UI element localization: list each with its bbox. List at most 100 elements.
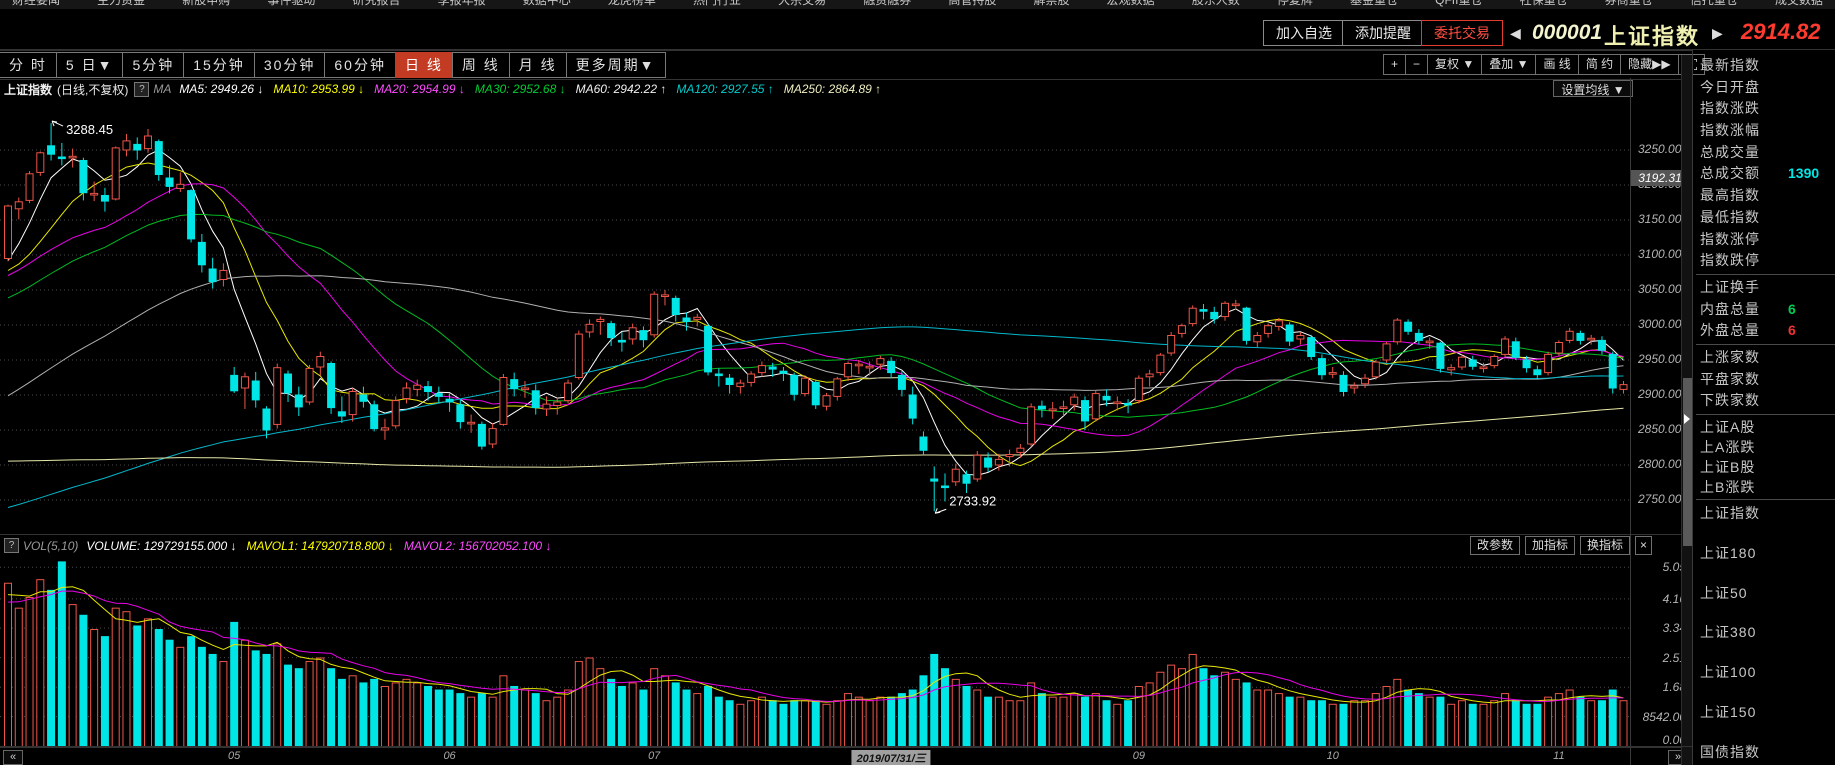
candle <box>337 396 346 423</box>
top-menu-item[interactable]: 基金重仓 <box>1350 0 1399 7</box>
period-tab-1[interactable]: 分 时 <box>0 52 57 78</box>
top-menu-item[interactable]: 股东人数 <box>1191 0 1240 7</box>
candle <box>660 290 669 306</box>
top-menu-item[interactable]: 社保重仓 <box>1519 0 1568 7</box>
top-menu-item[interactable]: 新股申购 <box>182 0 231 7</box>
top-menu-item[interactable]: QFII重仓 <box>1435 0 1483 7</box>
top-menu-item[interactable]: 季报年报 <box>437 0 486 7</box>
add-watchlist-button[interactable]: 加入自选 <box>1263 20 1345 46</box>
top-menu-item[interactable]: 成交数据 <box>1774 0 1823 7</box>
top-menu-item[interactable]: 解禁股 <box>1033 0 1070 7</box>
sidebar-row[interactable]: 上证380 <box>1700 624 1757 641</box>
candle <box>1124 399 1133 414</box>
period-tab-9[interactable]: 月 线 <box>508 52 567 78</box>
top-menu-item[interactable]: 龙虎榜单 <box>607 0 656 7</box>
top-menu-item[interactable]: 热门行业 <box>693 0 742 7</box>
volume-bar <box>865 700 874 747</box>
period-tab-2[interactable]: 5 日▼ <box>55 52 124 78</box>
top-menu-item[interactable]: 研究报告 <box>352 0 401 7</box>
chart-tool-button[interactable]: + <box>1383 54 1407 75</box>
collapse-arrow-icon[interactable] <box>1684 414 1690 424</box>
chart-tool-button[interactable]: 隐藏▶▶ <box>1620 54 1679 75</box>
period-tab-10[interactable]: 更多周期▼ <box>565 52 666 78</box>
top-menu-item[interactable]: 宏观数据 <box>1106 0 1155 7</box>
close-indicator-button[interactable]: × <box>1635 536 1653 555</box>
sidebar-row[interactable]: 指数涨跌 <box>1700 100 1760 117</box>
indicator-button[interactable]: 改参数 <box>1470 536 1521 555</box>
sidebar-row[interactable]: 指数跌停 <box>1700 252 1760 269</box>
candle <box>57 143 66 166</box>
sidebar-row[interactable]: 平盘家数 <box>1700 370 1760 387</box>
help-icon[interactable]: ? <box>4 538 19 553</box>
top-menu-item[interactable]: 融资融券 <box>863 0 912 7</box>
chart-tool-button[interactable]: 复权 ▼ <box>1427 54 1483 75</box>
candle <box>628 323 637 345</box>
sidebar-row[interactable]: 总成交量 <box>1700 143 1760 160</box>
period-tab-8[interactable]: 周 线 <box>451 52 510 78</box>
volume-chart-canvas[interactable] <box>0 557 1630 747</box>
indicator-button[interactable]: 换指标 <box>1580 536 1631 555</box>
volume-bar <box>768 700 777 747</box>
sidebar-row[interactable]: 最高指数 <box>1700 187 1760 204</box>
period-tab-4[interactable]: 15分钟 <box>183 52 255 78</box>
top-menu-item[interactable]: 券商重仓 <box>1604 0 1653 7</box>
top-menu-item[interactable]: 数据中心 <box>522 0 571 7</box>
sidebar-row[interactable]: 上证100 <box>1700 664 1757 681</box>
candle <box>154 139 163 181</box>
sidebar-row[interactable]: 今日开盘 <box>1700 78 1760 95</box>
sidebar-scrollbar[interactable] <box>1681 55 1693 765</box>
sidebar-row[interactable]: 上证50 <box>1700 584 1748 601</box>
top-menu-item[interactable]: 停复牌 <box>1276 0 1313 7</box>
sidebar-row[interactable]: 最新指数 <box>1700 57 1760 73</box>
scrollbar-thumb[interactable] <box>1683 378 1692 546</box>
sidebar-row[interactable]: 总成交额 1390 <box>1692 163 1835 185</box>
top-menu-item[interactable]: 事件驱动 <box>267 0 316 7</box>
chart-tool-button[interactable]: − <box>1405 54 1429 75</box>
price-chart-canvas[interactable]: 3288.45 2733.92 <box>0 98 1630 535</box>
candle <box>1253 332 1262 348</box>
period-tab-5[interactable]: 30分钟 <box>253 52 326 78</box>
sidebar-row[interactable]: 上A涨跌 <box>1700 439 1756 455</box>
sidebar-row[interactable]: 最低指数 <box>1700 208 1760 225</box>
top-menu-item[interactable]: 财经要闻 <box>12 0 61 7</box>
sidebar-row[interactable]: 指数涨幅 <box>1700 122 1760 139</box>
period-tab-7[interactable]: 日 线 <box>394 52 453 78</box>
sidebar-row[interactable]: 下跌家数 <box>1700 392 1760 409</box>
help-icon[interactable]: ? <box>134 81 150 97</box>
candle <box>391 396 400 429</box>
scroll-left-button[interactable]: « <box>3 750 23 765</box>
top-menu-item[interactable]: 高管持股 <box>948 0 997 7</box>
sidebar-row[interactable]: 上涨家数 <box>1700 348 1760 365</box>
next-stock-icon[interactable]: ▶ <box>1712 25 1723 41</box>
period-tab-3[interactable]: 5分钟 <box>122 52 185 78</box>
sidebar-row[interactable]: 上证指数 <box>1700 505 1760 521</box>
sidebar-row[interactable]: 外盘总量 6 <box>1692 320 1835 342</box>
candle <box>305 364 314 405</box>
sidebar-row[interactable]: 上证180 <box>1700 544 1757 561</box>
candle <box>962 470 971 493</box>
top-menu-item[interactable]: 主力资金 <box>97 0 146 7</box>
chart-tool-button[interactable]: 画 线 <box>1535 54 1579 75</box>
period-tab-6[interactable]: 60分钟 <box>324 52 396 78</box>
top-menu-item[interactable]: 大宗交易 <box>778 0 827 7</box>
chart-tool-button[interactable]: 简 约 <box>1577 54 1622 75</box>
sidebar-row[interactable]: 内盘总量 6 <box>1692 299 1835 321</box>
sidebar-row[interactable]: 上证A股 <box>1700 419 1756 435</box>
candle <box>1479 362 1488 373</box>
trade-button[interactable]: 委托交易 <box>1421 20 1503 46</box>
top-menu-item[interactable]: 信托重仓 <box>1689 0 1738 7</box>
prev-stock-icon[interactable]: ◀ <box>1510 25 1521 41</box>
add-alert-button[interactable]: 添加提醒 <box>1342 20 1424 46</box>
sidebar-row[interactable]: 上证换手 <box>1700 278 1760 295</box>
volume-bar <box>1059 696 1068 747</box>
price-tick-label: 3150.00 <box>1638 212 1682 226</box>
sidebar-row[interactable]: 指数涨停 <box>1700 230 1760 247</box>
sidebar-row[interactable]: 上B涨跌 <box>1700 479 1756 495</box>
volume-bar <box>1619 700 1628 747</box>
sidebar-row[interactable]: 国债指数 <box>1700 743 1760 760</box>
chart-tool-button[interactable]: 叠加 ▼ <box>1481 54 1537 75</box>
sidebar-row[interactable]: 上证150 <box>1700 703 1757 720</box>
ma-settings-button[interactable]: 设置均线 ▼ <box>1553 80 1633 97</box>
sidebar-row[interactable]: 上证B股 <box>1700 459 1756 475</box>
indicator-button[interactable]: 加指标 <box>1525 536 1576 555</box>
